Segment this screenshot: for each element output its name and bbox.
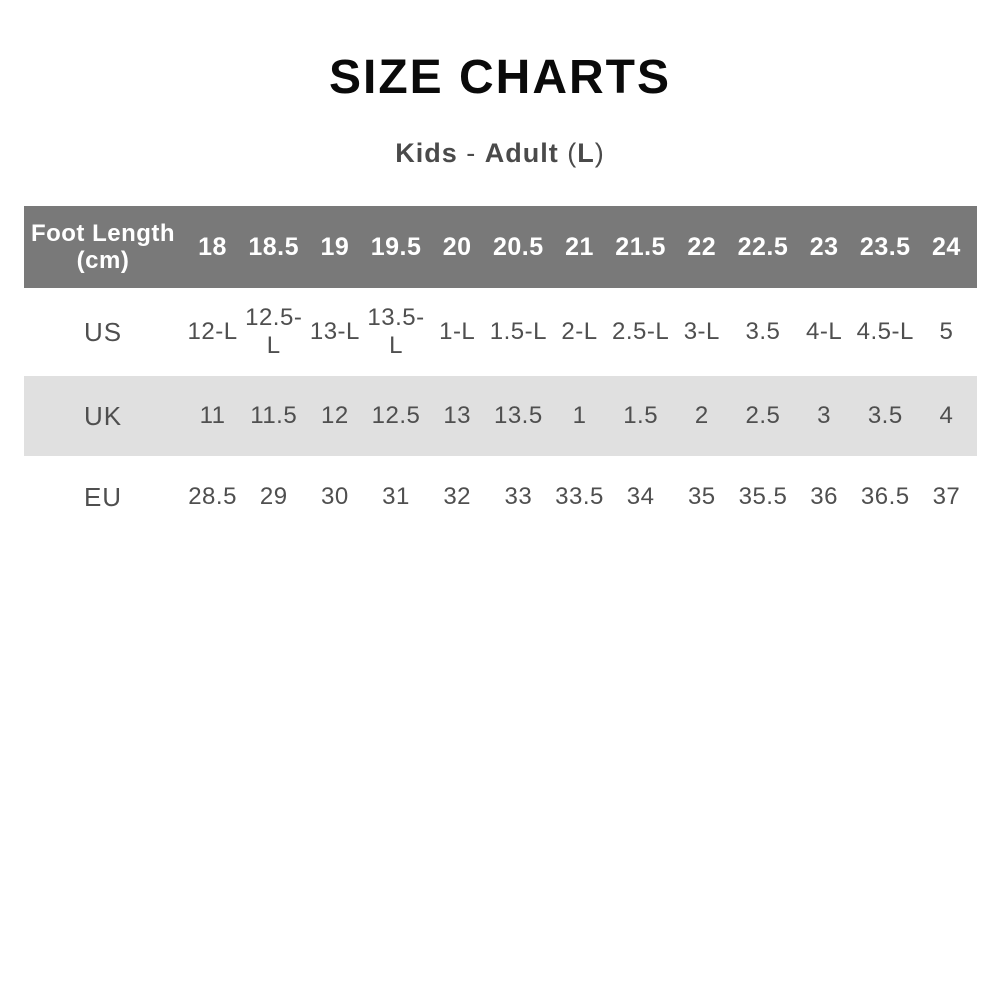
size-cell: 3-L [683,318,720,345]
size-cell: 4.5-L [856,318,914,345]
page-subtitle: Kids - Adult (L) [0,138,1000,168]
size-cell: 30 [321,483,349,510]
size-cell: 5 [939,318,954,345]
size-cell: 12 [321,402,349,429]
row-label: US [83,316,123,347]
size-header-cell: 24 [932,232,961,261]
table-row-uk: UK 11 11.5 12 12.5 13 13.5 1 1.5 2 2.5 3 3.5 4 [24,376,977,456]
size-cell: 37 [932,483,961,510]
size-header-cell: 19.5 [370,232,422,261]
size-header-cell: 18.5 [248,232,300,261]
size-cell: 35.5 [738,483,788,510]
size-cell: 34 [626,483,655,510]
size-cell: 11 [199,402,226,429]
subtitle-text: L [577,138,595,168]
size-cell: 1 [572,402,587,429]
row-label: UK [83,400,123,431]
foot-length-header-cell: Foot Length (cm) [24,220,182,274]
size-cell: 13-L [309,318,360,345]
subtitle-text: Kids [395,138,458,168]
size-header-cell: 18 [198,232,227,261]
size-cell: 11.5 [250,402,298,429]
size-header-cell: 19 [320,232,350,261]
size-cell: 2.5 [745,402,781,429]
size-cell: 3.5 [745,318,781,345]
size-header-cell: 22 [687,232,717,261]
table-row-us: US 12-L 12.5-L 13-L 13.5-L 1-L 1.5-L 2-L 2.5-L 3-… [24,288,977,376]
table-row-eu: EU 28.5 29 30 31 32 33 33.5 34 35 35.5 36 36.5 37 [24,456,977,538]
size-cell: 28.5 [188,483,237,510]
size-cell: 31 [382,483,410,510]
table-header-row: Foot Length (cm) 18 18.5 19 19.5 20 20.5 21 21.5 2… [24,206,977,288]
size-cell: 36 [810,483,838,510]
cm-unit-label: (cm) [76,247,130,274]
size-header-cell: 23 [809,232,839,261]
size-header-cell: 21 [565,232,594,261]
size-chart-table: Foot Length (cm) 18 18.5 19 19.5 20 20.5 21 21.5 2… [24,206,977,538]
row-label: EU [83,481,123,512]
size-header-cell: 20 [442,232,472,261]
size-cell: 13.5-L [367,304,425,359]
subtitle-text: ( [558,138,578,168]
page-title: SIZE CHARTS [328,51,671,104]
size-header-cell: 21.5 [615,232,666,261]
size-cell: 4 [939,402,954,429]
size-cell: 2 [694,402,709,429]
size-cell: 12.5-L [245,304,303,359]
size-cell: 2.5-L [612,318,670,345]
subtitle-text: - [457,138,485,168]
size-header-cell: 22.5 [737,232,789,261]
size-cell: 1-L [439,318,476,345]
foot-length-label: Foot Length [30,220,176,247]
size-cell: 13 [443,402,472,429]
size-cell: 33 [504,483,533,510]
size-cell: 2-L [561,318,598,345]
size-cell: 1.5 [623,402,659,429]
size-cell: 13.5 [493,402,543,429]
size-cell: 4-L [806,318,843,345]
size-header-cell: 20.5 [493,232,544,261]
size-cell: 29 [259,483,288,510]
size-cell: 12.5 [371,402,421,429]
size-cell: 33.5 [555,483,604,510]
size-cell: 3 [817,402,832,429]
size-cell: 32 [443,483,472,510]
size-cell: 1.5-L [489,318,547,345]
subtitle-text: Adult [484,138,559,168]
size-header-cell: 23.5 [859,232,911,261]
size-cell: 3.5 [867,402,903,429]
size-cell: 12-L [187,318,238,345]
size-cell: 36.5 [860,483,910,510]
subtitle-text: ) [594,138,605,168]
size-cell: 35 [687,483,716,510]
